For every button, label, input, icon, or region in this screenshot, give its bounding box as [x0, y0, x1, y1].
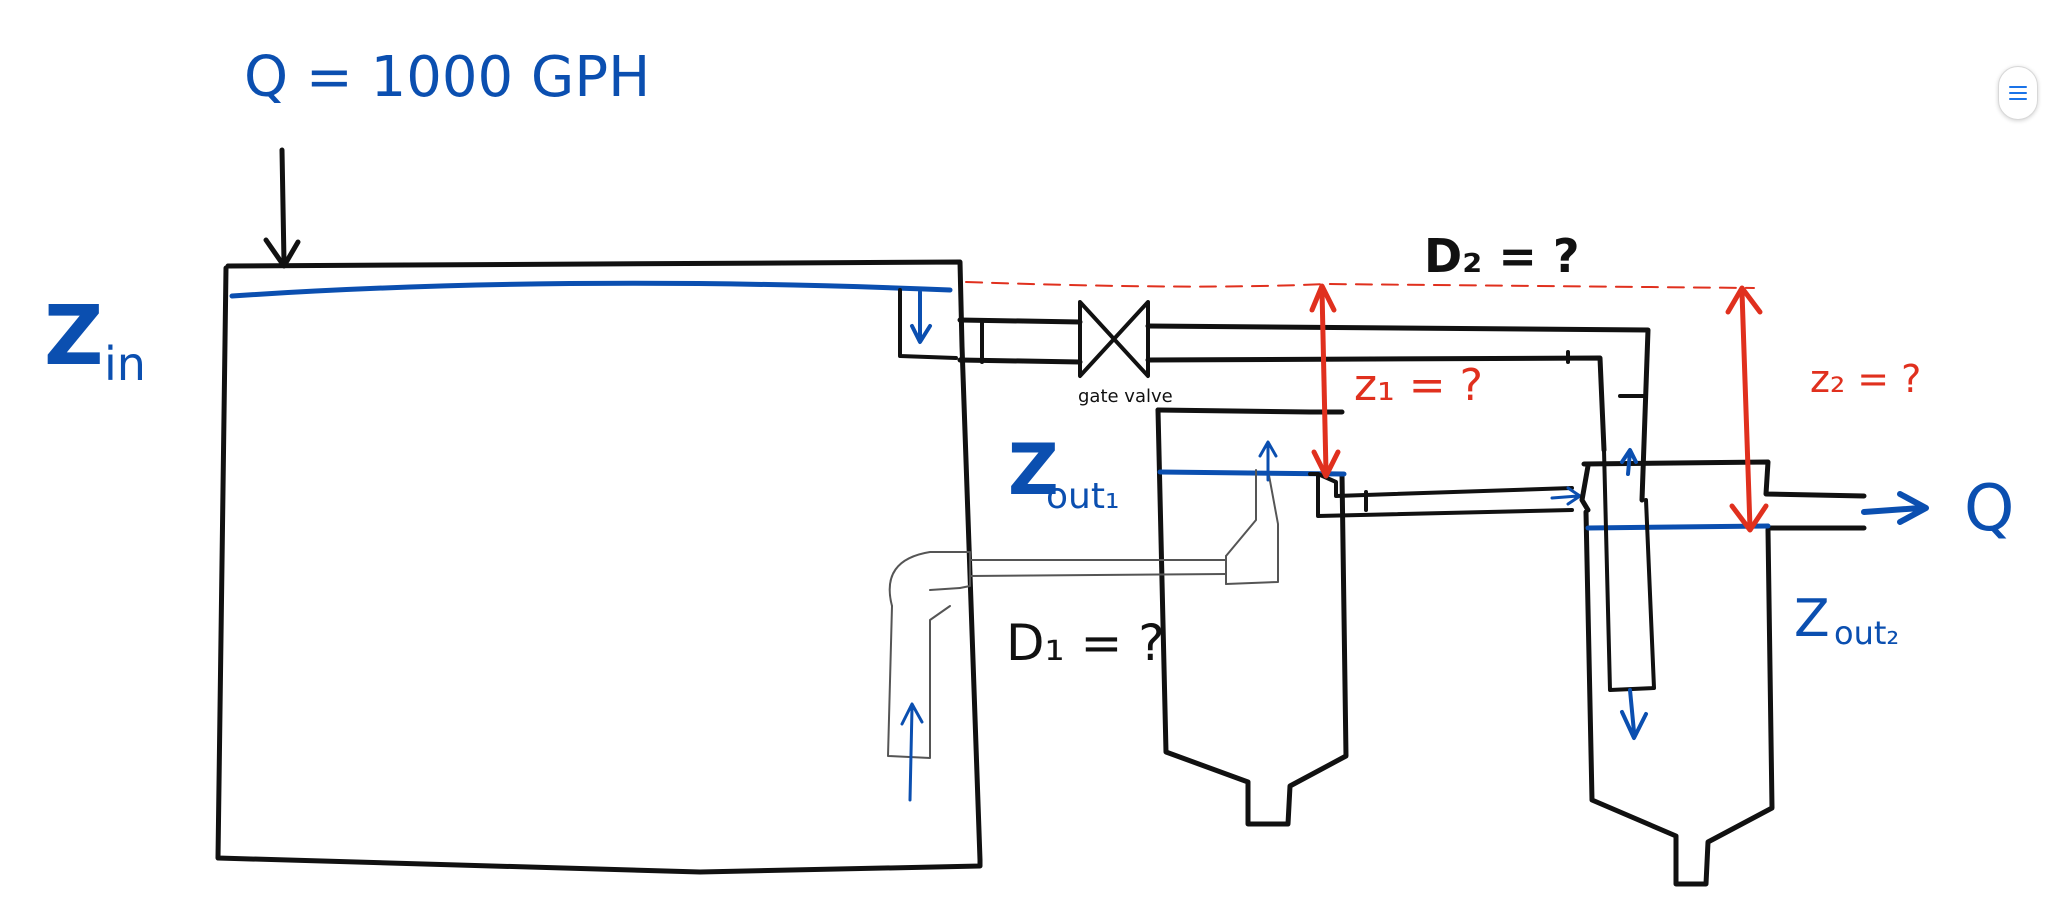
tank-1	[1155, 407, 1349, 827]
water-level-out2	[1585, 523, 1771, 531]
svg-text:Z: Z	[1794, 589, 1830, 649]
gate-valve-label: gate valve	[1078, 386, 1173, 407]
svg-text:in: in	[104, 337, 146, 391]
hamburger-menu-icon	[2009, 86, 2027, 100]
d2-label: D₂ = ?	[1424, 229, 1580, 283]
outflow-q-label: Q	[1964, 472, 2014, 546]
z2-label: z₂ = ?	[1810, 357, 1921, 401]
main-tank	[215, 259, 983, 875]
lower-pipe-d1	[887, 551, 1227, 802]
upper-pipe	[957, 300, 1651, 503]
flow-arrow-up-icon	[900, 702, 924, 802]
reference-line	[965, 281, 1755, 289]
z-in-label: Z in	[44, 289, 146, 391]
z-out1-label: Z out₁	[1008, 429, 1119, 517]
tank-2	[1579, 448, 1867, 887]
z1-label: z₁ = ?	[1354, 360, 1483, 411]
outflow-arrow-icon	[1861, 491, 1929, 525]
svg-text:out₂: out₂	[1834, 614, 1899, 652]
gate-valve-icon	[1078, 300, 1150, 378]
menu-button[interactable]	[1998, 66, 2038, 120]
flow-arrow-down-icon	[1620, 688, 1648, 740]
z-out2-label: Z out₂	[1794, 589, 1899, 652]
svg-text:Z: Z	[1008, 429, 1059, 511]
inflow-arrow-icon	[263, 147, 301, 269]
svg-text:out₁: out₁	[1046, 476, 1119, 517]
flow-arrow-right-icon	[1550, 486, 1582, 506]
flow-arrow-up-icon	[1258, 440, 1278, 482]
d1-label: D₁ = ?	[1006, 614, 1165, 672]
svg-text:Z: Z	[44, 289, 103, 384]
z1-dimension-arrow	[1309, 283, 1341, 479]
flow-rate-label: Q = 1000 GPH	[244, 45, 650, 110]
z2-dimension-arrow	[1725, 285, 1769, 533]
water-level-in	[229, 280, 953, 299]
connector-pipe	[1308, 472, 1582, 518]
flow-arrow-down-icon	[910, 290, 932, 344]
